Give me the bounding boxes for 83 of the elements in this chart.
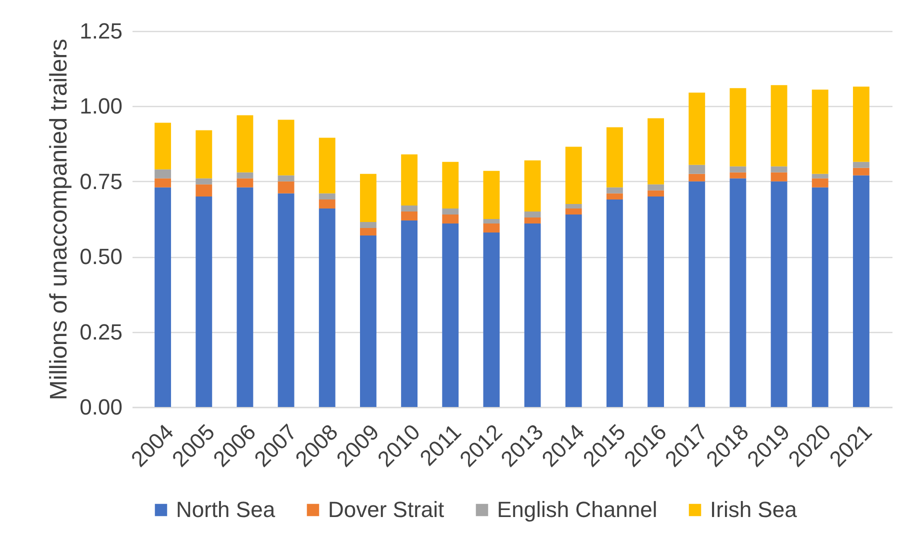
bar xyxy=(606,199,623,407)
bar xyxy=(278,120,294,176)
bar xyxy=(606,193,623,200)
bar xyxy=(401,205,418,212)
legend-label: Dover Strait xyxy=(328,497,444,522)
bar xyxy=(236,172,254,178)
bar xyxy=(565,208,582,214)
bar xyxy=(154,169,172,178)
bar xyxy=(483,170,500,219)
bar xyxy=(154,187,172,407)
y-tick-label: 1.25 xyxy=(80,18,122,44)
bar xyxy=(278,175,294,182)
bar xyxy=(483,224,500,233)
bar xyxy=(606,187,623,194)
bar xyxy=(565,204,582,208)
bar xyxy=(196,130,212,178)
bar xyxy=(154,122,172,170)
bar xyxy=(524,217,541,224)
bar xyxy=(401,154,418,206)
bar xyxy=(318,193,336,200)
y-tick-label: 0.25 xyxy=(80,319,122,344)
legend-label: English Channel xyxy=(497,497,658,522)
bar xyxy=(770,85,788,166)
bar xyxy=(442,162,459,208)
legend-label: North Sea xyxy=(176,497,276,522)
bar xyxy=(852,175,870,407)
bar xyxy=(852,168,870,176)
bar xyxy=(770,172,788,182)
bar xyxy=(196,196,212,407)
bar xyxy=(812,178,828,188)
bar xyxy=(770,181,788,407)
bar xyxy=(730,88,746,166)
bar xyxy=(154,178,172,188)
bar xyxy=(812,187,828,407)
bar xyxy=(524,224,541,407)
y-tick-label: 0.00 xyxy=(80,394,122,420)
bar xyxy=(360,222,376,228)
bar xyxy=(318,208,336,407)
bar xyxy=(524,160,541,212)
bar xyxy=(360,228,376,236)
legend-label: Irish Sea xyxy=(710,497,798,522)
y-tick-label: 0.75 xyxy=(80,168,122,194)
bar xyxy=(648,190,664,196)
bar xyxy=(196,184,212,196)
bar xyxy=(648,118,664,184)
bar xyxy=(360,174,376,222)
bar xyxy=(688,174,706,182)
bar xyxy=(770,166,788,172)
bar xyxy=(483,232,500,407)
bar xyxy=(360,236,376,407)
bar xyxy=(442,208,459,214)
bar xyxy=(236,187,254,407)
bar xyxy=(812,174,828,178)
bar xyxy=(852,86,870,162)
bar xyxy=(852,162,870,168)
bar xyxy=(318,138,336,194)
bar xyxy=(688,181,706,407)
bar xyxy=(442,224,459,407)
bar xyxy=(278,181,294,194)
bar xyxy=(278,193,294,407)
bar xyxy=(648,184,664,190)
bar xyxy=(401,220,418,407)
bar xyxy=(606,127,623,188)
bar xyxy=(565,214,582,407)
y-axis-title: Millions of unaccompanied trailers xyxy=(46,38,73,400)
bar xyxy=(524,211,541,218)
bar xyxy=(236,178,254,188)
y-tick-label: 0.50 xyxy=(80,244,122,270)
bar xyxy=(730,166,746,172)
bar xyxy=(730,172,746,178)
bar xyxy=(812,90,828,174)
bar xyxy=(688,92,706,165)
bar xyxy=(401,211,418,221)
bar xyxy=(688,164,706,174)
bar xyxy=(565,146,582,204)
bar xyxy=(236,115,254,172)
bar xyxy=(730,178,746,407)
bar xyxy=(196,178,212,184)
bar xyxy=(483,219,500,224)
y-tick-label: 1.00 xyxy=(80,94,122,119)
bar xyxy=(648,196,664,407)
bar xyxy=(442,214,459,224)
bar xyxy=(318,199,336,208)
